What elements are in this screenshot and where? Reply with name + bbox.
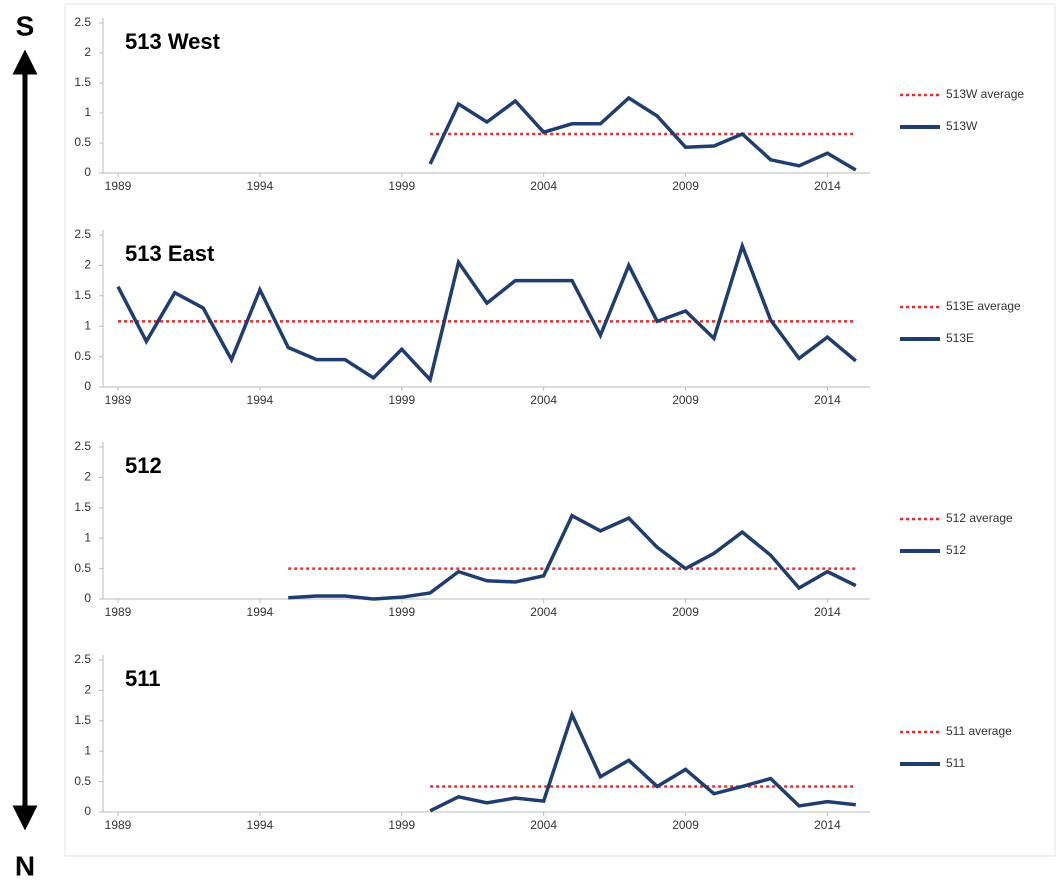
series-line [116, 240, 857, 384]
legend-label: 511 [946, 756, 965, 770]
y-tick-label: 2.5 [74, 652, 91, 666]
y-tick-label: 0.5 [74, 135, 91, 149]
y-tick-label: 0.5 [74, 561, 91, 575]
y-tick-label: 1 [84, 105, 91, 119]
chart-frame [64, 3, 1056, 857]
y-tick-label: 2 [84, 470, 91, 484]
chart-title: 512 [125, 453, 162, 478]
y-tick-label: 0 [84, 379, 91, 393]
x-tick-label: 1994 [247, 393, 274, 407]
x-tick-label: 2009 [672, 179, 699, 193]
y-tick-label: 2.5 [74, 15, 91, 29]
x-tick-label: 2014 [814, 179, 841, 193]
x-tick-label: 1999 [388, 818, 415, 832]
x-tick-label: 1989 [105, 605, 132, 619]
y-tick-label: 1 [84, 530, 91, 544]
y-tick-label: 1 [84, 743, 91, 757]
x-tick-label: 1989 [105, 818, 132, 832]
x-tick-label: 1994 [247, 818, 274, 832]
x-tick-label: 2009 [672, 393, 699, 407]
x-tick-label: 2004 [530, 818, 557, 832]
x-tick-label: 1999 [388, 393, 415, 407]
x-tick-label: 1994 [247, 179, 274, 193]
x-tick-label: 2004 [530, 393, 557, 407]
x-tick-label: 1989 [105, 393, 132, 407]
y-tick-label: 1.5 [74, 713, 91, 727]
y-tick-label: 0 [84, 165, 91, 179]
chart-title: 511 [125, 666, 161, 691]
direction-bottom: N [15, 850, 35, 881]
legend-label: 512 [946, 543, 966, 557]
y-tick-label: 0.5 [74, 349, 91, 363]
y-tick-label: 1.5 [74, 75, 91, 89]
legend-label: 513E average [946, 299, 1021, 313]
y-tick-label: 0 [84, 804, 91, 818]
direction-top: S [16, 10, 35, 41]
series-line [288, 513, 857, 601]
x-tick-label: 2014 [814, 818, 841, 832]
y-tick-label: 2 [84, 45, 91, 59]
x-tick-label: 1989 [105, 179, 132, 193]
chart-title: 513 West [125, 29, 221, 54]
legend-label: 513W [946, 119, 978, 133]
y-tick-label: 1.5 [74, 288, 91, 302]
x-tick-label: 2009 [672, 605, 699, 619]
x-tick-label: 2014 [814, 393, 841, 407]
x-tick-label: 1999 [388, 605, 415, 619]
y-tick-label: 1 [84, 318, 91, 332]
x-tick-label: 2004 [530, 179, 557, 193]
y-tick-label: 2 [84, 258, 91, 272]
y-tick-label: 1.5 [74, 500, 91, 514]
y-tick-label: 2.5 [74, 227, 91, 241]
legend-label: 513W average [946, 87, 1024, 101]
x-tick-label: 2014 [814, 605, 841, 619]
x-tick-label: 1994 [247, 605, 274, 619]
y-tick-label: 0 [84, 591, 91, 605]
y-tick-label: 2 [84, 683, 91, 697]
y-tick-label: 2.5 [74, 439, 91, 453]
x-tick-label: 1999 [388, 179, 415, 193]
x-tick-label: 2004 [530, 605, 557, 619]
x-tick-label: 2009 [672, 818, 699, 832]
legend-label: 511 average [946, 724, 1012, 738]
series-line [429, 709, 856, 813]
legend-label: 513E [946, 331, 974, 345]
chart-title: 513 East [125, 241, 215, 266]
y-tick-label: 0.5 [74, 774, 91, 788]
series-line [428, 95, 857, 172]
legend-label: 512 average [946, 511, 1013, 525]
